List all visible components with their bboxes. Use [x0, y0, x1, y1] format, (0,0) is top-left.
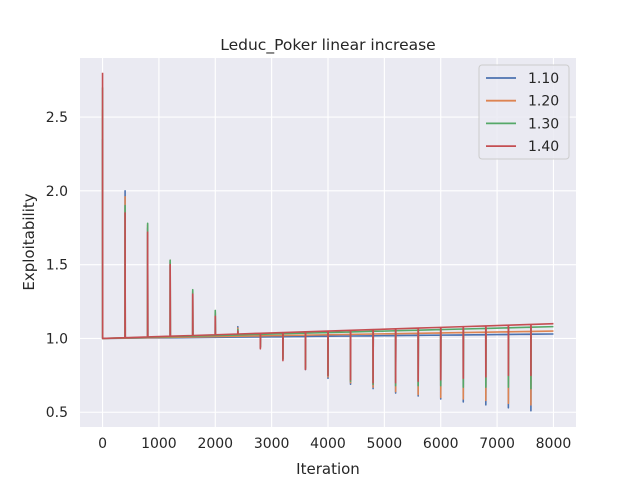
y-tick-label: 2.0 — [46, 184, 68, 200]
legend-label: 1.30 — [528, 116, 559, 132]
y-axis-label: Exploitability — [20, 193, 38, 290]
x-tick-label: 0 — [98, 436, 107, 452]
x-axis-ticks: 0 1000 2000 3000 4000 5000 6000 7000 8000 — [98, 436, 571, 452]
x-tick-label: 6000 — [423, 436, 459, 452]
legend-label: 1.10 — [528, 71, 559, 87]
x-tick-label: 7000 — [479, 436, 515, 452]
x-axis-label: Iteration — [296, 460, 360, 478]
x-tick-label: 1000 — [141, 436, 177, 452]
chart-title: Leduc_Poker linear increase — [220, 36, 435, 55]
series-line-1-40 — [101, 72, 554, 384]
y-tick-label: 2.5 — [46, 110, 68, 126]
legend-box — [478, 64, 570, 160]
x-tick-label: 2000 — [197, 436, 233, 452]
y-axis-ticks: 0.5 1.0 1.5 2.0 2.5 — [46, 110, 68, 421]
y-tick-label: 0.5 — [46, 405, 68, 421]
legend-label: 1.20 — [528, 94, 559, 110]
series-layer — [101, 72, 554, 412]
legend-label: 1.40 — [528, 139, 559, 155]
x-tick-label: 8000 — [536, 436, 572, 452]
legend: 1.10 1.20 1.30 1.40 — [478, 64, 570, 160]
x-tick-label: 5000 — [367, 436, 403, 452]
y-tick-label: 1.0 — [46, 331, 68, 347]
y-tick-label: 1.5 — [46, 258, 68, 274]
x-tick-label: 4000 — [310, 436, 346, 452]
x-tick-label: 3000 — [254, 436, 290, 452]
